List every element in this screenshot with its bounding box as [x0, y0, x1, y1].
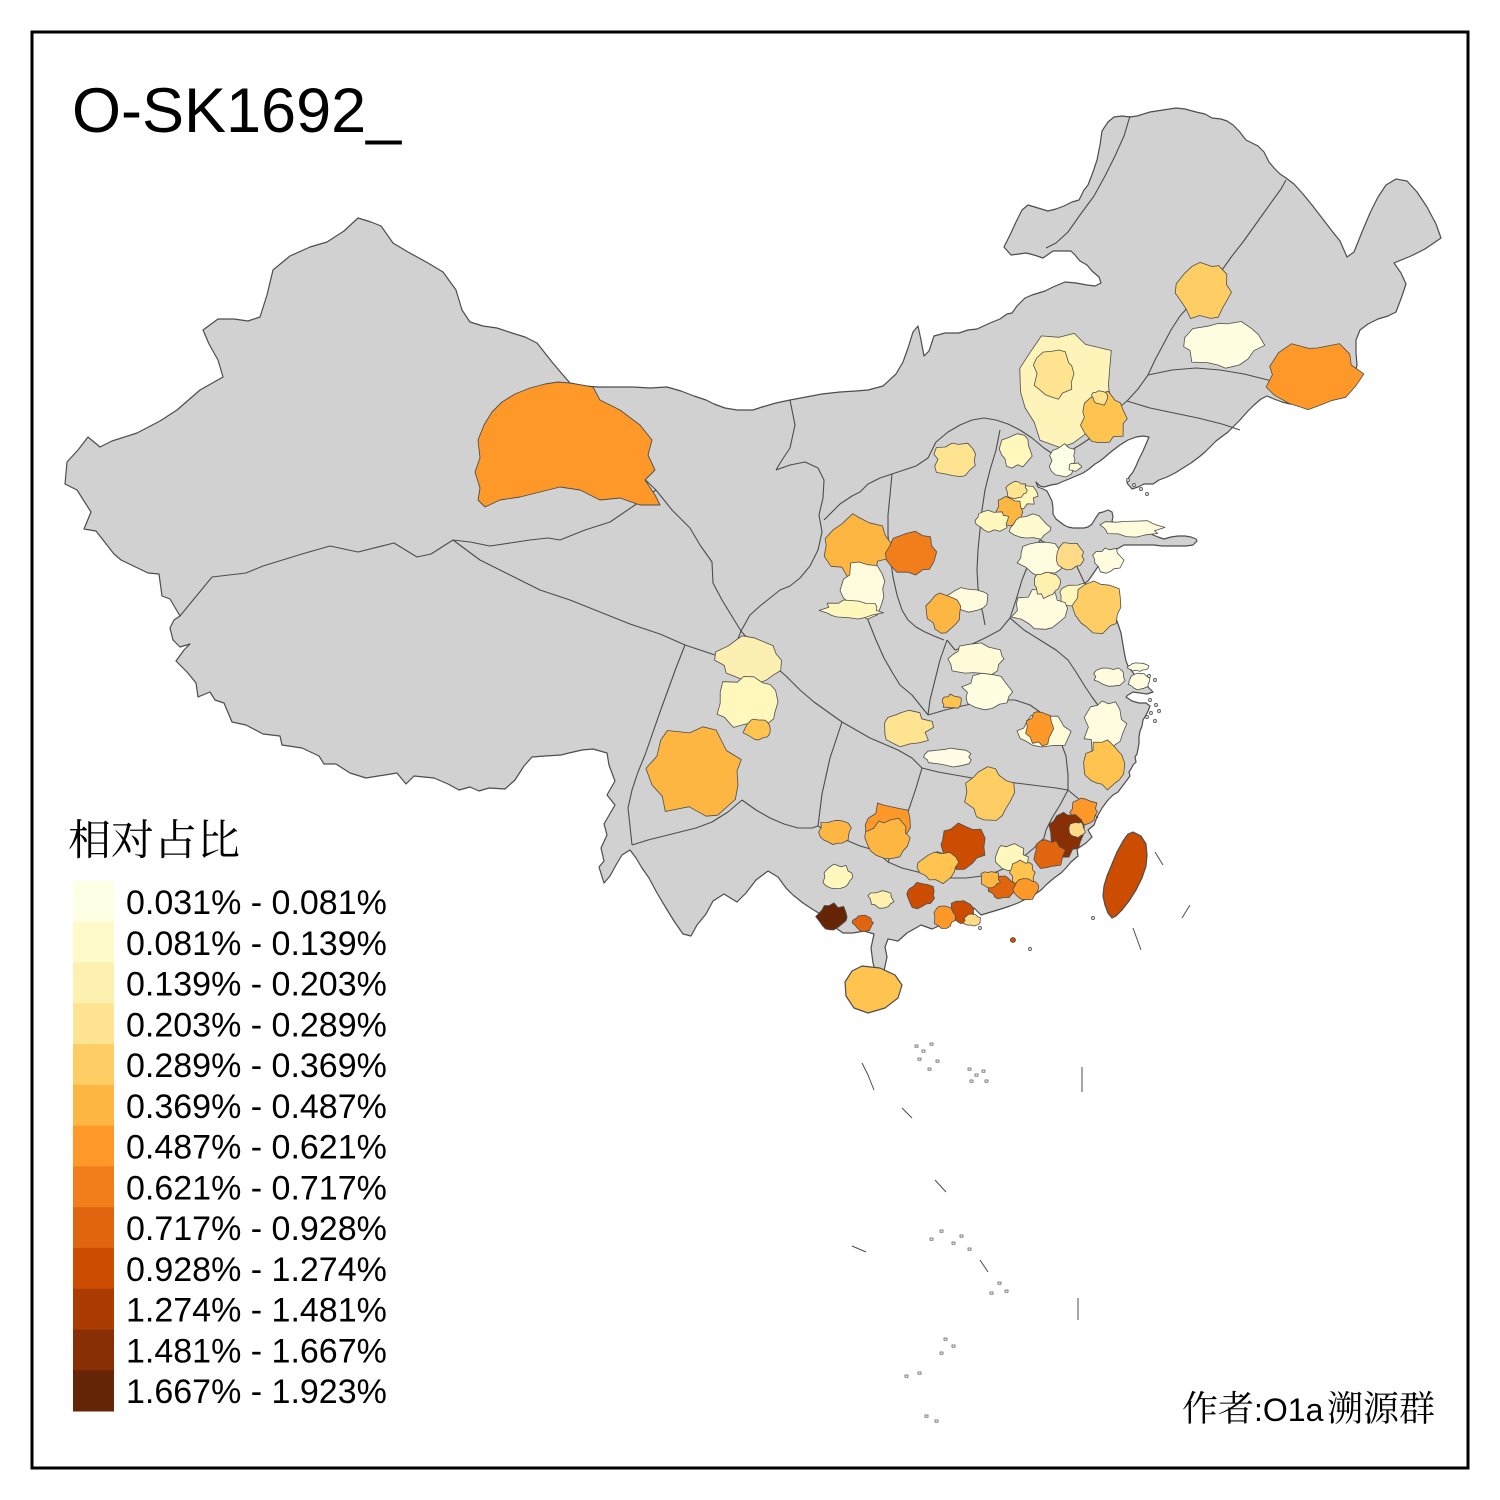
svg-text:0.717% - 0.928%: 0.717% - 0.928%: [126, 1210, 387, 1248]
svg-text:0.031% - 0.081%: 0.031% - 0.081%: [126, 884, 387, 922]
svg-text:1.667% - 1.923%: 1.667% - 1.923%: [126, 1373, 387, 1411]
svg-text:0.081% - 0.139%: 0.081% - 0.139%: [126, 925, 387, 963]
svg-text::O1a: :O1a: [1254, 1392, 1324, 1428]
svg-text:0.139% - 0.203%: 0.139% - 0.203%: [126, 966, 387, 1004]
svg-text:1.274% - 1.481%: 1.274% - 1.481%: [126, 1292, 387, 1330]
svg-text:0.621% - 0.717%: 0.621% - 0.717%: [126, 1169, 387, 1207]
svg-text:0.928% - 1.274%: 0.928% - 1.274%: [126, 1251, 387, 1289]
svg-text:0.487% - 0.621%: 0.487% - 0.621%: [126, 1129, 387, 1167]
svg-text:0.369% - 0.487%: 0.369% - 0.487%: [126, 1088, 387, 1126]
svg-text:O-SK1692_: O-SK1692_: [72, 76, 402, 146]
svg-text:1.481% - 1.667%: 1.481% - 1.667%: [126, 1333, 387, 1371]
svg-text:0.203% - 0.289%: 0.203% - 0.289%: [126, 1006, 387, 1044]
svg-text:0.289% - 0.369%: 0.289% - 0.369%: [126, 1047, 387, 1085]
